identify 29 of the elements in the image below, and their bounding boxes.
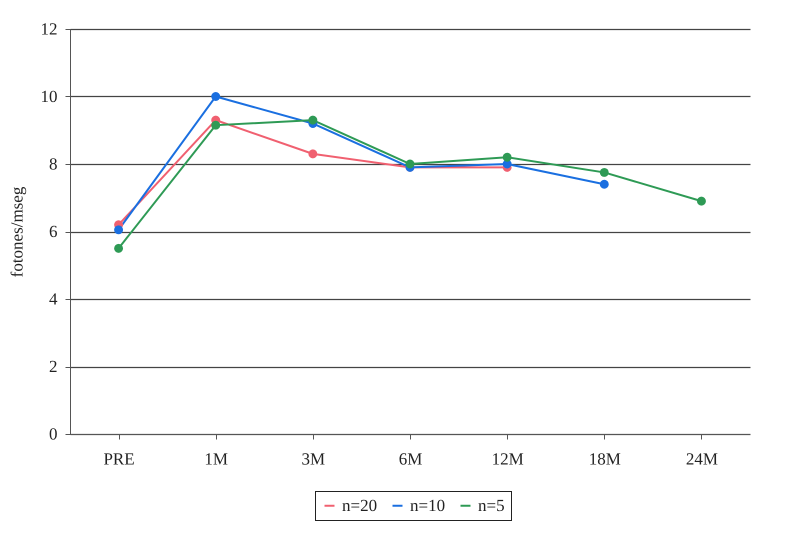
y-tick-label: 12 bbox=[40, 20, 58, 38]
point bbox=[406, 160, 414, 168]
point bbox=[308, 116, 318, 125]
point bbox=[600, 168, 609, 177]
point bbox=[696, 196, 706, 206]
point bbox=[211, 92, 220, 101]
point bbox=[308, 149, 318, 158]
x-tick-label: PRE bbox=[103, 450, 135, 468]
legend-label: n=20 bbox=[342, 496, 378, 515]
y-tick-label: 10 bbox=[40, 87, 58, 106]
y-tick-label: 6 bbox=[49, 222, 58, 241]
x-tick-label: 3M bbox=[302, 450, 326, 468]
y-tick-label: 2 bbox=[49, 357, 58, 376]
point bbox=[600, 180, 609, 189]
point bbox=[114, 244, 124, 253]
y-tick-label: 8 bbox=[49, 154, 58, 174]
y-tick-label: 4 bbox=[49, 290, 58, 308]
x-tick-label: 12M bbox=[492, 450, 524, 468]
point bbox=[114, 225, 124, 234]
point bbox=[211, 120, 220, 130]
x-tick-label: 6M bbox=[398, 450, 422, 468]
y-axis-title: fotones/mseg bbox=[8, 186, 26, 278]
point bbox=[502, 152, 512, 162]
legend-label: n=5 bbox=[478, 496, 505, 515]
legend-label: n=10 bbox=[410, 496, 446, 515]
x-tick-label: 18M bbox=[588, 450, 621, 468]
y-tick-label: 0 bbox=[49, 424, 58, 444]
x-tick-label: 1M bbox=[204, 450, 228, 468]
x-tick-label: 24M bbox=[686, 450, 718, 468]
